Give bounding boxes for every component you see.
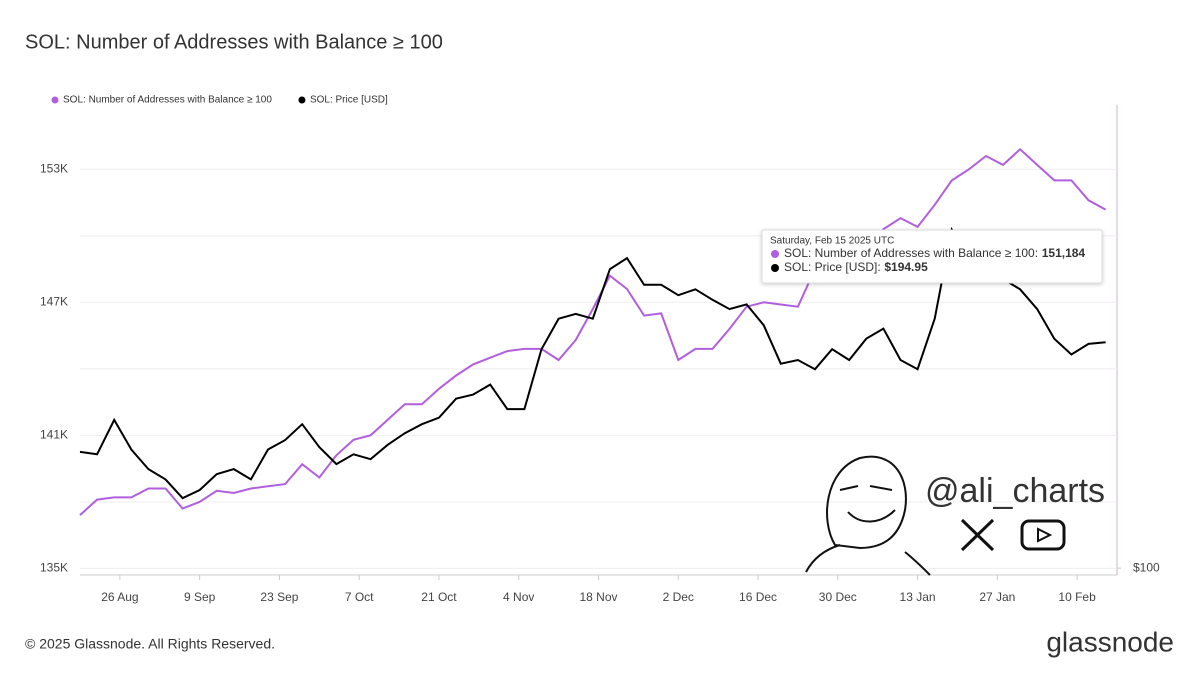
tooltip-value: 151,184 — [1042, 246, 1086, 260]
x-tick-label: 23 Sep — [260, 590, 298, 604]
legend-label: SOL: Price [USD] — [310, 95, 388, 106]
x-tick-label: 18 Nov — [579, 590, 617, 604]
watermark: @ali_charts — [925, 472, 1105, 510]
tooltip-sep: : — [877, 260, 880, 274]
x-tick-label: 13 Jan — [900, 590, 936, 604]
tooltip-sep: : — [1035, 246, 1038, 260]
y2-tick-label: $100 — [1133, 560, 1160, 574]
tooltip-name: SOL: Price [USD] — [784, 260, 877, 274]
y-tick-label: 153K — [40, 161, 68, 175]
x-tick-label: 30 Dec — [819, 590, 857, 604]
tooltip-marker — [771, 250, 779, 258]
x-tick-label: 27 Jan — [979, 590, 1015, 604]
y-tick-label: 135K — [40, 561, 68, 575]
y-tick-label: 147K — [40, 294, 68, 308]
x-tick-label: 26 Aug — [101, 590, 138, 604]
legend-marker — [298, 96, 306, 104]
tooltip-box — [761, 229, 1103, 284]
legend-label: SOL: Number of Addresses with Balance ≥ … — [63, 95, 272, 106]
tooltip-title: Saturday, Feb 15 2025 UTC — [770, 236, 894, 247]
social-icons — [960, 518, 1066, 552]
chart-title: SOL: Number of Addresses with Balance ≥ … — [25, 31, 443, 53]
legend-marker — [51, 96, 59, 104]
tooltip-value: $194.95 — [884, 260, 928, 274]
x-tick-label: 9 Sep — [184, 590, 216, 604]
footer: © 2025 Glassnode. All Rights Reserved. — [25, 636, 275, 652]
logo: glassnode — [1046, 626, 1174, 657]
tooltip-marker — [771, 264, 779, 272]
x-tick-label: 2 Dec — [663, 590, 694, 604]
series-line — [79, 226, 1106, 500]
x-tick-label: 10 Feb — [1058, 590, 1096, 604]
tooltip-name: SOL: Number of Addresses with Balance ≥ … — [784, 246, 1035, 260]
x-tick-label: 16 Dec — [739, 590, 777, 604]
watermark-face — [805, 455, 931, 576]
x-tick-label: 7 Oct — [345, 590, 374, 604]
y-tick-label: 141K — [40, 428, 68, 442]
series-line — [79, 147, 1107, 516]
x-tick-label: 4 Nov — [503, 590, 534, 604]
x-tick-label: 21 Oct — [421, 590, 457, 604]
